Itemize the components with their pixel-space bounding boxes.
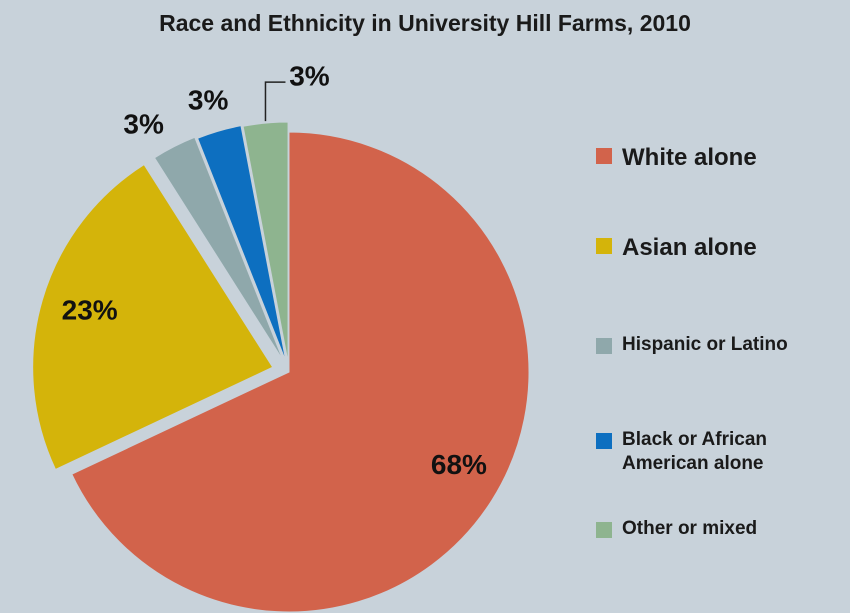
legend-label-other: Other or mixed [622,518,758,539]
legend: White alone Asian alone Hispanic or Lati… [596,0,846,613]
data-label-black: 3% [188,84,229,115]
legend-label-white: White alone [622,144,757,171]
pie-slice-hispanic [153,136,284,361]
legend-item-asian: Asian alone [596,233,757,263]
pie-slice-black [196,125,287,362]
legend-label-black: Black or African American alone [622,429,768,474]
pie-slice-asian [32,163,274,471]
leader-line-other [264,81,286,122]
data-label-white: 68% [431,449,487,480]
legend-item-black: Black or African American alone [596,428,806,476]
chart-title: Race and Ethnicity in University Hill Fa… [159,10,691,36]
legend-swatch-other [596,522,612,538]
legend-swatch-asian [596,238,612,254]
legend-swatch-hispanic [596,338,612,354]
legend-label-asian: Asian alone [622,234,757,261]
legend-swatch-white [596,148,612,164]
data-label-other: 3% [289,61,330,92]
pie-slice-white [71,131,530,613]
data-label-hispanic: 3% [123,108,164,139]
pie-slice-other [242,121,289,363]
data-label-asian: 23% [62,295,118,326]
legend-item-other: Other or mixed [596,517,757,541]
legend-item-hispanic: Hispanic or Latino [596,333,788,357]
legend-label-hispanic: Hispanic or Latino [622,334,788,355]
legend-item-white: White alone [596,143,757,173]
legend-swatch-black [596,433,612,449]
